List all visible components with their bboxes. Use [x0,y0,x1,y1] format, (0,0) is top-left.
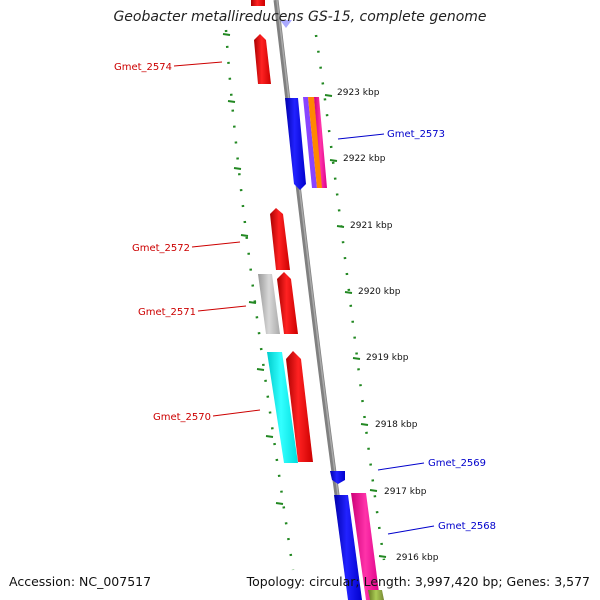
tick-label: 2921 kbp [350,221,393,231]
gene-label-gmet-2571[interactable]: Gmet_2571 [138,307,196,318]
gene-label-gmet-2572[interactable]: Gmet_2572 [132,243,190,254]
tick-label: 2919 kbp [366,353,409,363]
gene-feature-blue[interactable] [334,495,362,600]
tick-label: 2918 kbp [375,420,418,430]
gene-feature-gmet-2571[interactable] [277,272,298,334]
gene-label-gmet-2569[interactable]: Gmet_2569 [428,458,486,469]
outer-guide-dots [314,34,386,561]
gene-label-gmet-2570[interactable]: Gmet_2570 [153,412,211,423]
gene-label-gmet-2568[interactable]: Gmet_2568 [438,521,496,532]
gene-label-gmet-2574[interactable]: Gmet_2574 [114,62,172,73]
label-leaders [173,61,435,535]
gene-feature-gmet-2569[interactable] [330,471,345,484]
gene-feature-magenta[interactable] [314,97,327,188]
gene-feature-gmet-2574[interactable] [254,34,271,84]
tick-marks [324,94,387,558]
gene-feature-orange[interactable] [308,97,323,188]
tick-label: 2920 kbp [358,287,401,297]
gene-feature-red[interactable] [251,0,265,6]
tick-label: 2923 kbp [337,88,380,98]
tick-label: 2916 kbp [396,553,439,563]
gene-feature-gmet-2573-blue[interactable] [285,98,306,190]
tick-label: 2922 kbp [343,154,386,164]
genome-title: Geobacter metallireducens GS-15, complet… [113,9,487,25]
gene-label-gmet-2573[interactable]: Gmet_2573 [387,129,445,140]
gene-feature-blue[interactable] [280,20,292,28]
gene-feature-green[interactable] [368,590,384,600]
gene-feature-gmet-2568[interactable] [351,493,380,600]
gene-feature-cyan[interactable] [267,352,298,463]
accession-text: Accession: NC_007517 [9,574,152,589]
gene-feature-gmet-2570[interactable] [286,351,313,462]
tick-label: 2917 kbp [384,487,427,497]
gene-feature-purple[interactable] [303,97,317,188]
gene-feature-gmet-2572[interactable] [270,208,290,270]
genome-summary-text: Topology: circular; Length: 3,997,420 bp… [246,574,590,589]
gene-feature-gray[interactable] [258,274,280,334]
